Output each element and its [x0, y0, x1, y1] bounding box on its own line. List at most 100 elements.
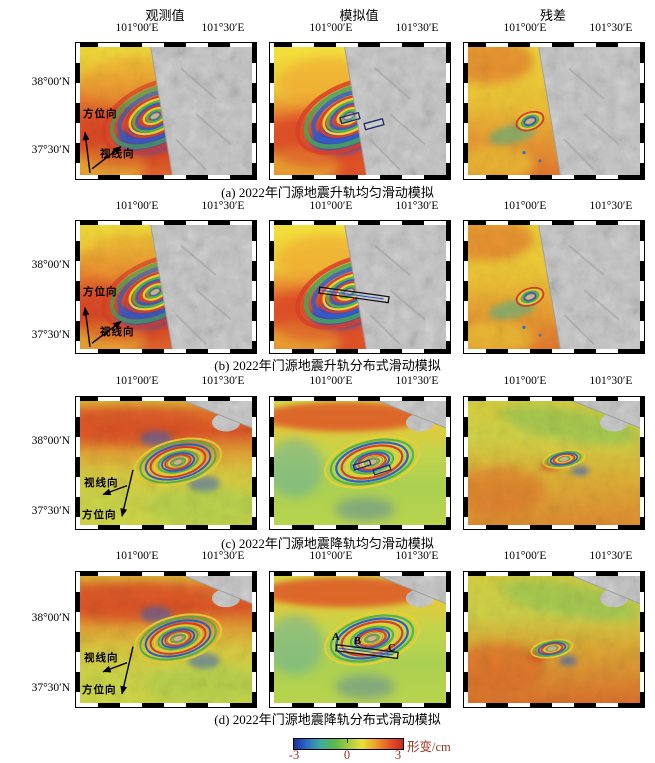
map-panel-c-observed: 视线向 方位向 — [75, 396, 257, 530]
map-frame-ticks-right — [252, 397, 256, 529]
map-frame-ticks-top — [270, 221, 450, 225]
map-frame-ticks-bottom — [76, 175, 256, 179]
fault-midpoint-label-B: B — [354, 636, 362, 647]
fault-endpoint-label-A: A — [332, 632, 340, 643]
lon-tick: 101°00′E — [115, 550, 159, 562]
map-frame-ticks-top — [464, 572, 644, 576]
fault-endpoint-label-C: C — [388, 643, 396, 654]
lon-tick: 101°00′E — [503, 375, 547, 387]
map-frame-ticks-bottom — [270, 703, 450, 707]
caption-row-a: (a) 2022年门源地震升轨均匀滑动模拟 — [221, 185, 434, 200]
map-frame-ticks-left — [270, 572, 274, 707]
column-header-residual: 残差 — [539, 8, 566, 23]
lat-tick: 37°30′N — [31, 144, 70, 156]
map-frame-ticks-left — [76, 221, 80, 353]
map-frame-ticks-bottom — [76, 525, 256, 529]
map-frame-ticks-left — [76, 397, 80, 529]
column-header-observed: 观测值 — [145, 8, 185, 23]
map-frame-ticks-bottom — [464, 175, 644, 179]
colorbar-tick-max: 3 — [394, 748, 402, 762]
lon-tick: 101°30′E — [589, 22, 633, 34]
map-frame-ticks-left — [76, 572, 80, 707]
lon-tick: 101°30′E — [201, 22, 245, 34]
map-frame-ticks-bottom — [270, 349, 450, 353]
map-frame-ticks-top — [76, 221, 256, 225]
lon-tick: 101°00′E — [309, 22, 353, 34]
map-frame-ticks-top — [464, 397, 644, 401]
lon-tick: 101°30′E — [201, 200, 245, 212]
map-frame-ticks-left — [270, 221, 274, 353]
map-frame-ticks-top — [270, 43, 450, 47]
map-frame-ticks-left — [76, 43, 80, 179]
lon-tick: 101°30′E — [395, 550, 439, 562]
colorbar-title: 形变/cm — [407, 740, 451, 754]
map-frame-ticks-top — [464, 221, 644, 225]
map-frame-ticks-bottom — [270, 175, 450, 179]
column-header-simulated: 模拟值 — [339, 8, 379, 23]
map-frame-ticks-right — [640, 397, 644, 529]
map-frame-ticks-right — [252, 221, 256, 353]
map-panel-b-observed: 方位向 视线向 — [75, 220, 257, 354]
map-frame-ticks-right — [640, 43, 644, 179]
map-frame-ticks-top — [464, 43, 644, 47]
map-panel-a-observed: 方位向 视线向 — [75, 42, 257, 180]
lon-tick: 101°30′E — [589, 375, 633, 387]
map-panel-a-residual — [463, 42, 645, 180]
lon-tick: 101°00′E — [503, 200, 547, 212]
colorbar-tick-min: -3 — [288, 748, 300, 762]
caption-row-c: (c) 2022年门源地震降轨均匀滑动模拟 — [221, 536, 434, 551]
los-direction-label: 视线向 — [84, 652, 119, 664]
map-frame-ticks-left — [464, 43, 468, 179]
map-frame-ticks-bottom — [76, 349, 256, 353]
map-frame-ticks-right — [446, 572, 450, 707]
map-frame-ticks-top — [76, 43, 256, 47]
lat-tick: 37°30′N — [31, 505, 70, 517]
map-panel-a-simulated — [269, 42, 451, 180]
lon-tick: 101°00′E — [309, 375, 353, 387]
map-frame-ticks-left — [270, 43, 274, 179]
map-panel-d-residual — [463, 571, 645, 708]
lat-tick: 38°00′N — [31, 612, 70, 624]
map-frame-ticks-top — [270, 572, 450, 576]
lat-tick: 38°00′N — [31, 435, 70, 447]
colorbar — [293, 738, 404, 750]
lat-tick: 37°30′N — [31, 682, 70, 694]
map-frame-ticks-bottom — [76, 703, 256, 707]
caption-row-b: (b) 2022年门源地震升轨分布式滑动模拟 — [214, 358, 441, 373]
lat-tick: 37°30′N — [31, 329, 70, 341]
map-frame-ticks-left — [464, 397, 468, 529]
map-frame-ticks-right — [252, 572, 256, 707]
lon-tick: 101°00′E — [115, 22, 159, 34]
lat-tick: 38°00′N — [31, 76, 70, 88]
azimuth-direction-label: 方位向 — [83, 286, 118, 298]
map-frame-ticks-left — [464, 221, 468, 353]
azimuth-direction-label: 方位向 — [82, 509, 117, 521]
map-frame-ticks-right — [446, 397, 450, 529]
map-frame-ticks-right — [446, 221, 450, 353]
map-panel-c-simulated — [269, 396, 451, 530]
map-frame-ticks-top — [270, 397, 450, 401]
los-direction-label: 视线向 — [84, 477, 119, 489]
lon-tick: 101°00′E — [503, 22, 547, 34]
lon-tick: 101°00′E — [309, 200, 353, 212]
lon-tick: 101°30′E — [589, 550, 633, 562]
map-frame-ticks-top — [76, 572, 256, 576]
lon-tick: 101°30′E — [201, 550, 245, 562]
lon-tick: 101°30′E — [395, 375, 439, 387]
map-frame-ticks-top — [76, 397, 256, 401]
map-frame-ticks-left — [270, 397, 274, 529]
lon-tick: 101°00′E — [503, 550, 547, 562]
map-panel-d-simulated: A B C — [269, 571, 451, 708]
map-frame-ticks-bottom — [464, 703, 644, 707]
los-direction-label: 视线向 — [100, 148, 135, 160]
map-frame-ticks-bottom — [464, 525, 644, 529]
lon-tick: 101°00′E — [309, 550, 353, 562]
map-frame-ticks-bottom — [270, 525, 450, 529]
lon-tick: 101°30′E — [589, 200, 633, 212]
lon-tick: 101°30′E — [201, 375, 245, 387]
lon-tick: 101°30′E — [395, 200, 439, 212]
map-panel-d-observed: 视线向 方位向 — [75, 571, 257, 708]
map-frame-ticks-right — [252, 43, 256, 179]
lon-tick: 101°30′E — [395, 22, 439, 34]
